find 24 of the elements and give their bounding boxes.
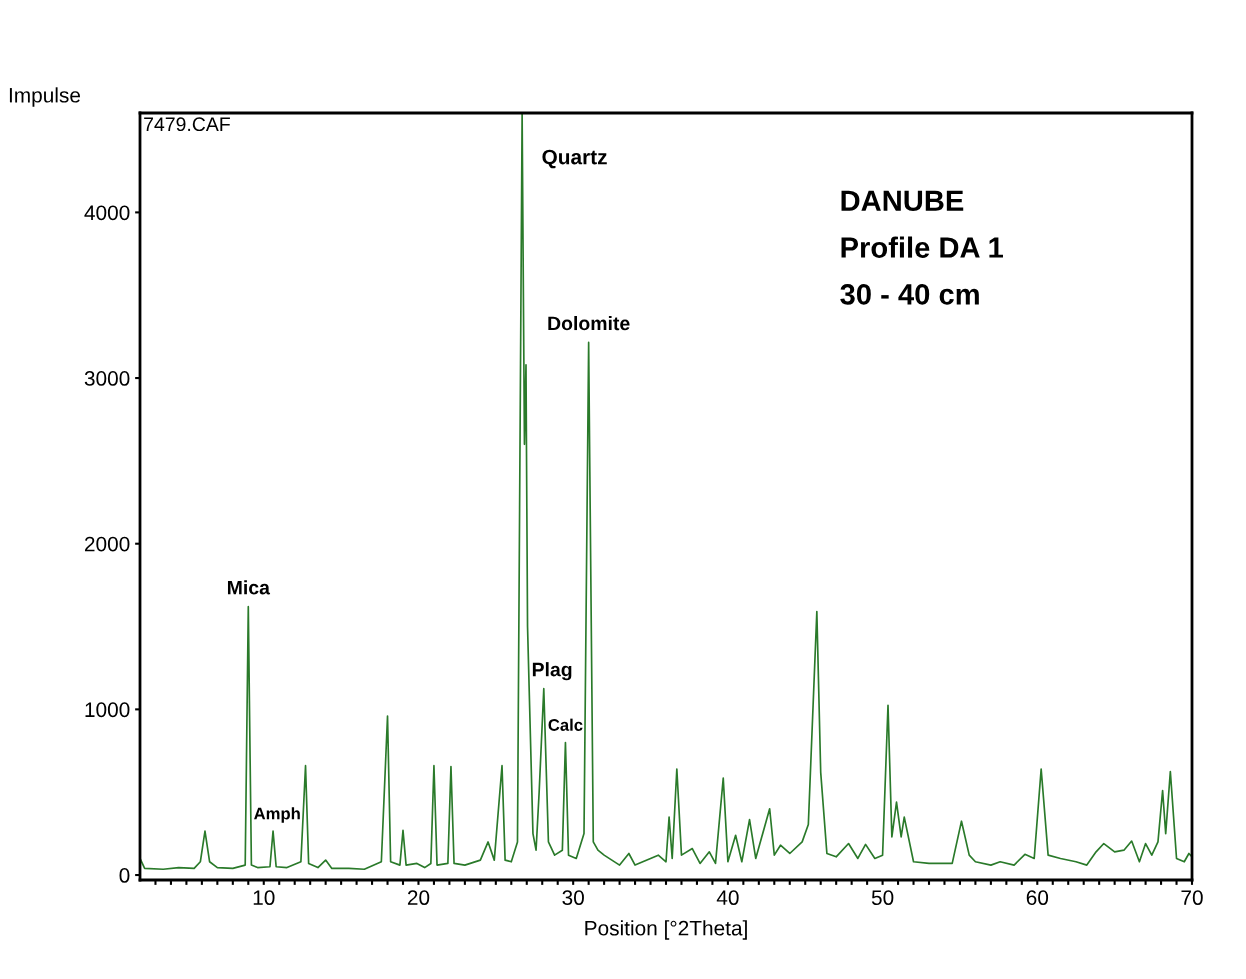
annotation: Amph bbox=[254, 807, 300, 823]
y-axis-title: Impulse bbox=[9, 87, 81, 107]
annotation: Plag bbox=[532, 662, 572, 681]
x-tick-label: 30 bbox=[562, 890, 584, 906]
annotation: 30 - 40 cm bbox=[840, 284, 979, 305]
x-tick-label: 10 bbox=[253, 890, 275, 906]
annotation: Quartz bbox=[542, 149, 607, 169]
annotation: Dolomite bbox=[548, 315, 630, 331]
y-tick-label: 3000 bbox=[84, 371, 130, 386]
x-tick-label: 70 bbox=[1181, 890, 1203, 906]
x-tick-label: 60 bbox=[1026, 890, 1049, 906]
x-tick-label: 50 bbox=[871, 890, 894, 906]
annotation: 7479.CAF bbox=[144, 117, 230, 132]
x-tick-label: 40 bbox=[716, 890, 739, 906]
x-axis-title: Position [°2Theta] bbox=[585, 920, 747, 940]
annotation: Mica bbox=[227, 580, 271, 595]
annotation: Profile DA 1 bbox=[841, 236, 1003, 258]
y-tick-label: 4000 bbox=[84, 205, 130, 221]
y-tick-label: 0 bbox=[119, 868, 130, 883]
annotation: DANUBE bbox=[841, 190, 964, 212]
y-tick-label: 1000 bbox=[85, 702, 130, 718]
annotation: Calc bbox=[548, 718, 583, 731]
y-tick-label: 2000 bbox=[84, 536, 130, 552]
x-tick-label: 20 bbox=[407, 890, 430, 906]
